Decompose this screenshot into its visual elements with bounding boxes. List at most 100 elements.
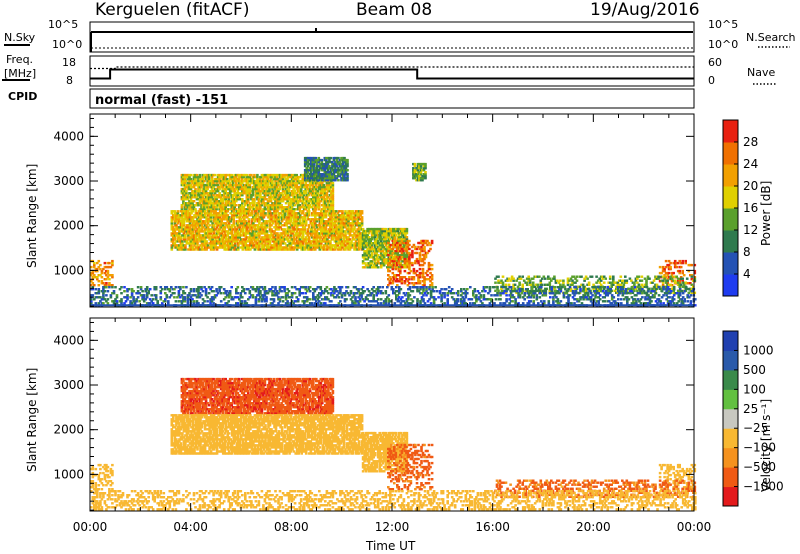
power-cell bbox=[400, 251, 404, 255]
power-cell bbox=[265, 173, 268, 177]
power-cell bbox=[373, 266, 377, 269]
power-cell bbox=[354, 248, 358, 251]
power-cell bbox=[405, 236, 409, 239]
power-cell bbox=[182, 238, 186, 241]
power-cell bbox=[527, 277, 530, 280]
power-cell bbox=[693, 276, 697, 279]
power-cell bbox=[361, 256, 365, 259]
power-cell bbox=[256, 175, 259, 179]
power-cell bbox=[521, 283, 524, 286]
power-cell bbox=[211, 248, 214, 251]
power-cell bbox=[241, 208, 244, 211]
power-cell bbox=[326, 232, 329, 235]
power-cell bbox=[190, 236, 193, 239]
power-cell bbox=[292, 198, 295, 201]
power-cell bbox=[187, 242, 190, 245]
power-cell bbox=[331, 194, 335, 197]
power-cell bbox=[255, 234, 258, 237]
power-cell bbox=[415, 269, 419, 273]
power-cell bbox=[173, 242, 177, 245]
power-cell bbox=[203, 202, 206, 205]
power-cell bbox=[283, 246, 287, 249]
power-cell bbox=[667, 271, 671, 275]
power-cell bbox=[392, 238, 395, 241]
power-cell bbox=[191, 246, 195, 249]
power-cell bbox=[250, 177, 253, 181]
power-cell bbox=[277, 194, 280, 197]
power-cell bbox=[392, 229, 395, 233]
power-cell bbox=[287, 179, 291, 183]
power-cell bbox=[274, 183, 277, 187]
power-cell bbox=[280, 242, 284, 245]
power-cell bbox=[227, 187, 230, 191]
power-cell bbox=[403, 282, 407, 285]
power-cell bbox=[203, 236, 207, 239]
power-cell bbox=[222, 179, 226, 183]
power-cell bbox=[222, 173, 226, 177]
power-cell bbox=[278, 196, 282, 199]
power-cell bbox=[387, 249, 390, 253]
power-cell bbox=[664, 281, 668, 284]
power-cell bbox=[678, 285, 681, 288]
power-cell bbox=[112, 302, 116, 305]
power-cell bbox=[689, 263, 692, 267]
power-cell bbox=[248, 185, 252, 189]
power-cell bbox=[290, 202, 294, 205]
power-cell bbox=[222, 190, 226, 193]
power-cell bbox=[255, 216, 258, 219]
power-cell bbox=[253, 183, 256, 187]
power-cell bbox=[338, 240, 341, 243]
power-cell bbox=[289, 208, 292, 211]
power-cell bbox=[277, 202, 280, 205]
power-cell bbox=[227, 194, 230, 197]
power-cell bbox=[393, 234, 397, 237]
power-cell bbox=[652, 279, 656, 282]
power-cell bbox=[178, 214, 181, 217]
power-cell bbox=[357, 244, 361, 247]
power-cell bbox=[191, 242, 195, 245]
power-cell bbox=[179, 230, 183, 233]
power-cell bbox=[273, 230, 276, 233]
power-cell bbox=[198, 196, 202, 199]
power-cell bbox=[185, 179, 188, 183]
power-cell bbox=[404, 234, 407, 237]
power-cell bbox=[282, 228, 285, 231]
power-cell bbox=[197, 183, 200, 187]
power-cell bbox=[254, 190, 258, 193]
power-cell bbox=[223, 244, 226, 247]
power-cell bbox=[281, 185, 285, 189]
power-cell bbox=[615, 285, 618, 288]
power-cell bbox=[273, 212, 276, 215]
power-cell bbox=[294, 246, 297, 249]
power-cell bbox=[185, 185, 188, 189]
power-cell bbox=[106, 261, 110, 265]
power-cell bbox=[411, 251, 414, 255]
power-cell bbox=[212, 244, 216, 247]
power-cell bbox=[283, 238, 287, 241]
power-cell bbox=[384, 240, 388, 243]
power-cell bbox=[388, 245, 392, 249]
power-cell bbox=[217, 232, 220, 235]
power-cell bbox=[539, 287, 543, 290]
power-cell bbox=[203, 206, 206, 209]
power-cell bbox=[224, 187, 227, 191]
power-cell bbox=[238, 179, 241, 183]
power-cell bbox=[170, 240, 174, 243]
power-cell bbox=[209, 214, 213, 217]
power-cell bbox=[294, 238, 297, 241]
power-cell bbox=[610, 285, 613, 288]
power-cell bbox=[378, 242, 381, 245]
power-cell bbox=[335, 220, 338, 223]
power-cell bbox=[190, 212, 193, 215]
power-cell bbox=[342, 216, 346, 219]
power-cell bbox=[164, 292, 167, 295]
power-cell bbox=[228, 208, 232, 211]
power-cell bbox=[175, 240, 178, 243]
power-cell bbox=[280, 192, 283, 195]
power-cell bbox=[178, 220, 181, 223]
power-cell bbox=[262, 208, 265, 211]
power-cell bbox=[212, 246, 216, 249]
power-cell bbox=[402, 249, 405, 253]
power-cell bbox=[311, 244, 314, 247]
power-cell bbox=[318, 244, 322, 247]
